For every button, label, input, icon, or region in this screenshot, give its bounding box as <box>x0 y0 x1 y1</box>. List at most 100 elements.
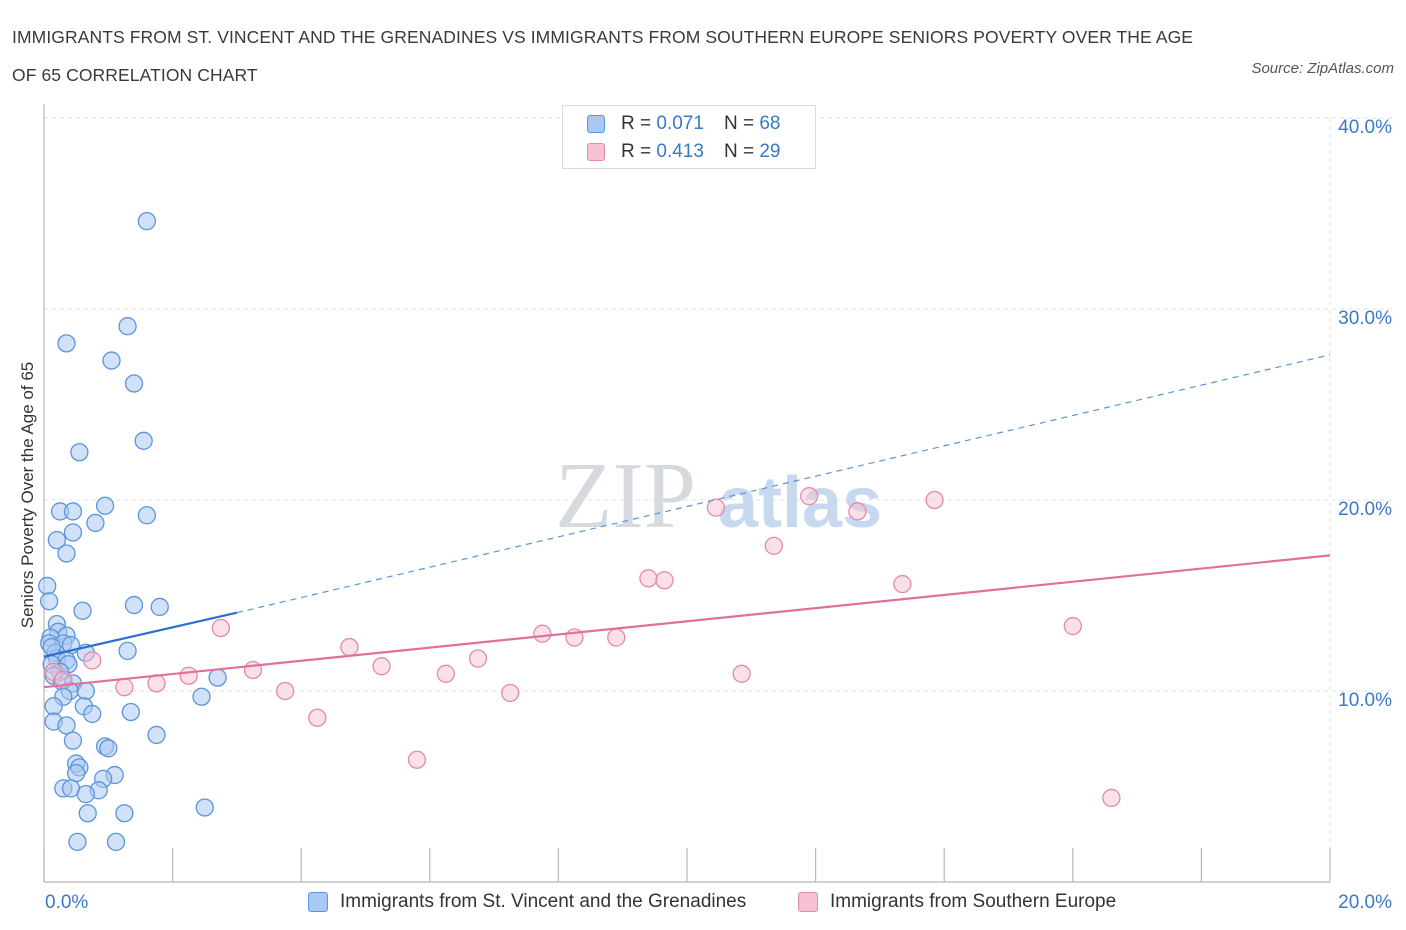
data-point-blue <box>63 731 83 750</box>
bottom-legend-label-blue: Immigrants from St. Vincent and the Gren… <box>340 891 747 912</box>
data-point-pink <box>1102 788 1121 808</box>
data-point-blue <box>44 697 63 716</box>
data-point-pink <box>1063 616 1082 636</box>
data-point-pink <box>655 571 674 590</box>
data-point-pink <box>732 664 751 683</box>
data-point-pink <box>340 637 359 657</box>
data-point-blue <box>70 443 89 462</box>
data-point-blue <box>99 739 118 758</box>
data-point-blue <box>118 317 137 336</box>
axis-layer <box>43 104 1331 883</box>
bottom-legend-label-pink: Immigrants from Southern Europe <box>830 891 1117 912</box>
data-point-pink <box>115 678 134 697</box>
trend-line-blue-dashed <box>236 354 1331 614</box>
tick-label-layer: 10.0% 20.0% 30.0% 40.0% 0.0% 20.0% <box>45 117 1392 913</box>
data-point-blue <box>102 351 121 370</box>
data-point-blue <box>57 716 76 735</box>
data-point-blue <box>57 544 76 563</box>
data-point-pink <box>275 681 295 701</box>
stats-legend-row-1: R = 0.071 N = 68 <box>587 112 780 136</box>
y-tick-label: 40.0% <box>1338 117 1392 138</box>
trend-layer <box>43 354 1331 689</box>
data-point-blue <box>118 641 137 661</box>
data-point-blue <box>83 704 102 724</box>
data-point-blue <box>121 702 140 722</box>
data-point-blue <box>95 496 115 515</box>
data-point-blue <box>137 211 157 231</box>
y-tick-label: 30.0% <box>1338 308 1392 329</box>
data-point-blue <box>38 576 57 596</box>
y-tick-label: 10.0% <box>1338 690 1392 711</box>
x-tick-label-max: 20.0% <box>1338 892 1392 913</box>
trend-line-pink <box>43 554 1331 689</box>
data-point-pink <box>147 674 166 693</box>
data-point-blue <box>86 513 105 533</box>
data-point-blue <box>124 374 144 393</box>
data-point-blue <box>78 804 97 823</box>
trend-line-blue <box>43 611 238 658</box>
legend-r-label-2: R = <box>621 141 652 162</box>
data-point-blue <box>115 804 134 823</box>
data-point-blue <box>106 832 126 852</box>
data-point-pink <box>925 490 944 510</box>
x-tick-label-min: 0.0% <box>45 892 88 913</box>
stats-legend: R = 0.071 N = 68 R = 0.413 N = 29 <box>562 105 816 169</box>
bottom-legend-swatch-blue <box>308 892 328 912</box>
data-point-blue <box>68 832 87 852</box>
data-point-pink <box>607 628 626 647</box>
data-point-blue <box>208 668 227 687</box>
legend-swatch-pink <box>587 143 605 161</box>
legend-swatch-blue <box>587 115 605 133</box>
data-point-blue <box>47 530 67 550</box>
series-pink-points <box>44 487 1121 808</box>
series-blue-points <box>38 211 227 852</box>
data-point-blue <box>63 523 83 542</box>
legend-n-value-2: 29 <box>759 141 781 162</box>
data-point-blue <box>39 592 59 611</box>
data-point-pink <box>893 574 912 594</box>
data-point-pink <box>407 750 427 769</box>
legend-r-value-1: 0.071 <box>656 113 704 134</box>
source-label: Source: ZipAtlas.com <box>1251 60 1394 77</box>
y-axis-label: Seniors Poverty Over the Age of 65 <box>18 361 37 629</box>
data-point-pink <box>706 498 726 517</box>
data-point-pink <box>243 660 263 680</box>
data-point-pink <box>436 664 456 683</box>
data-point-pink <box>468 649 488 668</box>
watermark-zip: ZIP <box>555 444 696 548</box>
data-point-blue <box>134 431 153 450</box>
data-point-pink <box>533 624 552 643</box>
bottom-legend-swatch-pink <box>798 892 818 912</box>
data-point-blue <box>73 601 92 620</box>
bottom-legend-pink: Immigrants from Southern Europe <box>798 888 1116 916</box>
legend-n-value-1: 68 <box>759 113 781 134</box>
data-point-blue <box>195 798 214 817</box>
data-point-pink <box>372 657 391 676</box>
data-point-blue <box>63 502 83 521</box>
data-point-blue <box>57 334 76 353</box>
chart-title: IMMIGRANTS FROM ST. VINCENT AND THE GREN… <box>12 27 1194 85</box>
data-point-blue <box>76 784 95 804</box>
stats-legend-row-2: R = 0.413 N = 29 <box>587 140 780 164</box>
data-point-blue <box>76 681 95 701</box>
legend-n-label-2: N = <box>723 141 755 162</box>
data-point-blue <box>150 597 169 617</box>
legend-r-label-1: R = <box>621 113 652 134</box>
data-point-pink <box>639 569 658 588</box>
bottom-legend-blue: Immigrants from St. Vincent and the Gren… <box>308 888 746 916</box>
data-point-blue <box>137 506 157 525</box>
legend-n-label-1: N = <box>723 113 755 134</box>
data-point-pink <box>308 708 327 727</box>
data-point-blue <box>192 687 211 706</box>
data-point-blue <box>124 595 144 615</box>
data-point-blue <box>67 763 86 783</box>
data-point-pink <box>179 666 198 685</box>
data-point-pink <box>211 618 230 638</box>
data-point-pink <box>800 487 819 506</box>
data-point-pink <box>764 536 783 555</box>
data-point-blue <box>147 725 166 745</box>
legend-r-value-2: 0.413 <box>656 141 704 162</box>
data-point-pink <box>848 502 867 521</box>
y-tick-label: 20.0% <box>1338 499 1392 520</box>
